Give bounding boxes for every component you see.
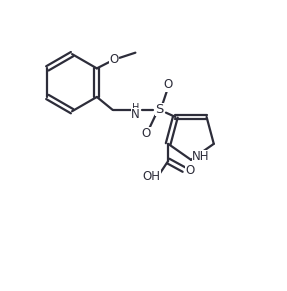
Text: O: O bbox=[109, 53, 119, 66]
Text: O: O bbox=[141, 127, 151, 140]
Text: N: N bbox=[131, 109, 140, 121]
Text: O: O bbox=[164, 79, 173, 91]
Text: O: O bbox=[185, 164, 195, 178]
Text: OH: OH bbox=[143, 170, 161, 183]
Text: S: S bbox=[156, 103, 164, 116]
Text: H: H bbox=[132, 103, 139, 113]
Text: NH: NH bbox=[192, 150, 210, 164]
